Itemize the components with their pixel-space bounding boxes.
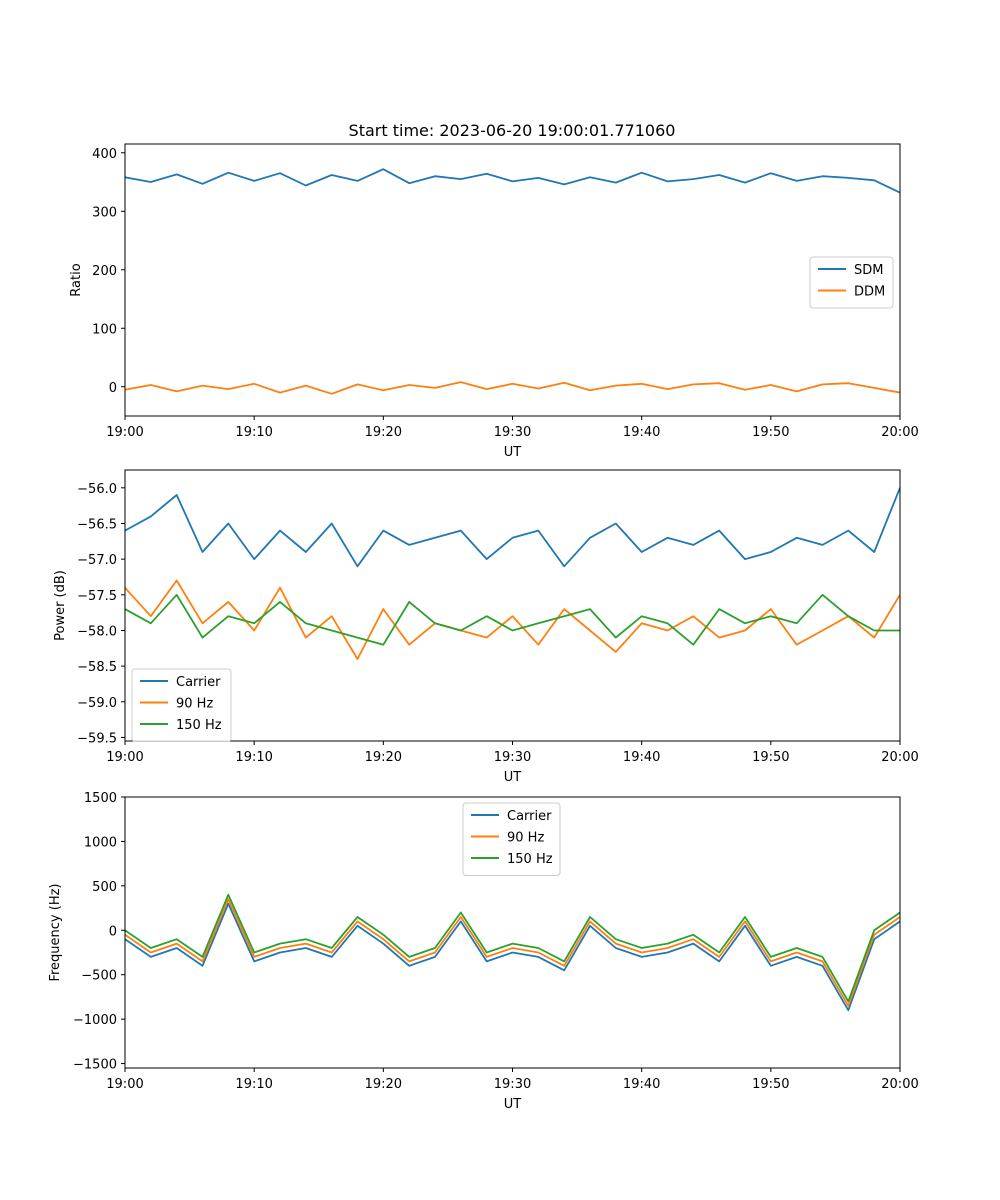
x-tick-label: 19:40 [623,1077,660,1092]
y-tick-label: −1500 [73,1058,117,1073]
y-tick-label: −56.5 [77,517,117,532]
y-tick-label: 1500 [84,791,117,806]
x-tick-label: 19:00 [106,750,143,765]
x-tick-label: 19:10 [235,750,272,765]
y-tick-label: 200 [92,264,117,279]
legend-label-3: 150 Hz [507,852,553,867]
y-axis-label: Frequency (Hz) [48,883,63,981]
x-tick-label: 19:20 [365,750,402,765]
x-tick-label: 19:30 [494,1077,531,1092]
series-line-1 [125,487,900,568]
series-line-1 [125,902,900,1012]
panels: 19:00 19:10 19:20 19:30 19:40 19:50 20:00 0 100 2… [48,143,919,1112]
y-tick-label: −57.5 [77,589,117,604]
y-tick-label: 1000 [84,835,117,850]
y-tick-label: 100 [92,322,117,337]
x-tick-label: 19:50 [752,1077,789,1092]
x-tick-label: 19:50 [752,425,789,440]
x-axis-label: UT [504,770,522,785]
x-axis-label: UT [504,1097,522,1112]
y-tick-label: 400 [92,147,117,162]
y-tick-label: −56.0 [77,482,117,497]
x-tick-label: 19:30 [494,750,531,765]
series-line-2 [125,898,900,1007]
panel-2: 19:00 19:10 19:20 19:30 19:40 19:50 20:00 −59.5… [53,469,919,785]
legend-label-1: Carrier [176,675,221,690]
legend: Carrier 90 Hz 150 Hz [462,802,561,876]
x-tick-label: 19:50 [752,750,789,765]
series-line-3 [125,593,900,646]
y-tick-label: 0 [109,924,117,939]
x-tick-label: 19:10 [235,425,272,440]
legend: Carrier 90 Hz 150 Hz [131,668,232,742]
series-line-2 [125,381,900,395]
y-tick-label: 300 [92,205,117,220]
series-line-3 [125,893,900,1003]
x-tick-label: 19:10 [235,1077,272,1092]
x-tick-label: 20:00 [881,425,918,440]
y-tick-label: −58.5 [77,660,117,675]
x-tick-label: 19:20 [365,425,402,440]
x-axis-label: UT [504,445,522,460]
series-group [125,168,900,395]
x-tick-label: 20:00 [881,750,918,765]
y-tick-label: −57.0 [77,553,117,568]
series-group [125,487,900,660]
y-axis-label: Ratio [69,263,84,296]
x-tick-label: 19:30 [494,425,531,440]
legend-label-1: SDM [854,263,883,278]
y-tick-label: −58.0 [77,624,117,639]
legend-label-3: 150 Hz [176,718,222,733]
legend-label-2: 90 Hz [176,697,213,712]
y-tick-label: −59.5 [77,731,117,746]
y-tick-label: 500 [92,880,117,895]
x-tick-label: 19:00 [106,425,143,440]
x-tick-label: 19:40 [623,425,660,440]
y-tick-label: 0 [109,381,117,396]
legend-label-1: Carrier [507,809,552,824]
figure-title: Start time: 2023-06-20 19:00:01.771060 [349,121,676,140]
x-tick-label: 19:40 [623,750,660,765]
x-tick-label: 20:00 [881,1077,918,1092]
legend-label-2: 90 Hz [507,831,544,846]
series-line-1 [125,168,900,194]
y-axis-label: Power (dB) [53,570,68,641]
series-group [125,893,900,1012]
series-line-2 [125,579,900,660]
legend: SDM DDM [809,256,894,309]
x-tick-label: 19:20 [365,1077,402,1092]
panel-1: 19:00 19:10 19:20 19:30 19:40 19:50 20:00 0 100 2… [69,143,919,460]
panel-3: 19:00 19:10 19:20 19:30 19:40 19:50 20:00 −1500… [48,791,919,1112]
x-tick-label: 19:00 [106,1077,143,1092]
y-tick-label: −1000 [73,1013,117,1028]
y-tick-label: −59.0 [77,696,117,711]
legend-label-2: DDM [854,285,885,300]
y-tick-label: −500 [81,969,117,984]
